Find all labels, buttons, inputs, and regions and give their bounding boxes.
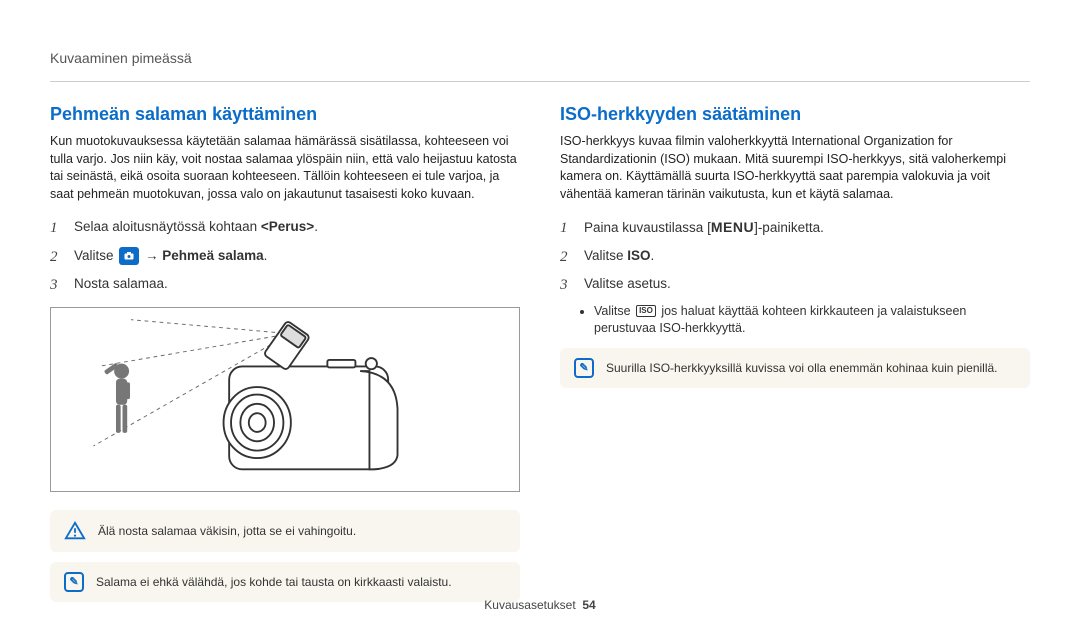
chapter-title: Kuvaaminen pimeässä	[50, 50, 1030, 66]
step-suffix: ]-painiketta.	[754, 220, 824, 235]
footer-section: Kuvausasetukset	[484, 598, 575, 612]
right-column: ISO-herkkyyden säätäminen ISO-herkkyys k…	[560, 104, 1030, 612]
info-icon: ✎	[574, 358, 594, 378]
step-number: 2	[560, 246, 574, 269]
step-r2: 2 Valitse ISO.	[560, 246, 1030, 269]
step-r3: 3 Valitse asetus.	[560, 274, 1030, 297]
right-sublist: Valitse ISO jos haluat käyttää kohteen k…	[594, 303, 1030, 338]
step-3: 3 Nosta salamaa.	[50, 274, 520, 297]
right-steps: 1 Paina kuvaustilassa [MENU]-painiketta.…	[560, 217, 1030, 297]
step-prefix: Paina kuvaustilassa [	[584, 220, 711, 235]
step-number: 2	[50, 246, 64, 269]
step-text: Valitse ISO.	[584, 246, 1030, 266]
step-prefix: Valitse	[584, 248, 627, 263]
left-steps: 1 Selaa aloitusnäytössä kohtaan <Perus>.…	[50, 217, 520, 297]
step-number: 3	[560, 274, 574, 297]
step-suffix: .	[314, 219, 318, 234]
warning-text: Älä nosta salamaa väkisin, jotta se ei v…	[98, 524, 356, 538]
camera-icon	[119, 247, 139, 265]
warning-box: Älä nosta salamaa väkisin, jotta se ei v…	[50, 510, 520, 552]
warning-icon	[64, 520, 86, 542]
step-number: 1	[560, 217, 574, 240]
left-column: Pehmeän salaman käyttäminen Kun muotokuv…	[50, 104, 520, 612]
step-r1: 1 Paina kuvaustilassa [MENU]-painiketta.	[560, 217, 1030, 240]
info-text: Suurilla ISO-herkkyyksillä kuvissa voi o…	[606, 361, 998, 375]
step-number: 3	[50, 274, 64, 297]
right-intro: ISO-herkkyys kuvaa filmin valoherkkyyttä…	[560, 133, 1030, 203]
info-icon: ✎	[64, 572, 84, 592]
step-2: 2 Valitse → Pehmeä salama.	[50, 246, 520, 269]
step-suffix: .	[264, 248, 268, 263]
step-text: Valitse → Pehmeä salama.	[74, 246, 520, 266]
step-suffix: .	[651, 248, 655, 263]
footer-page: 54	[582, 598, 595, 612]
left-intro: Kun muotokuvauksessa käytetään salamaa h…	[50, 133, 520, 203]
step-number: 1	[50, 217, 64, 240]
info-box-right: ✎ Suurilla ISO-herkkyyksillä kuvissa voi…	[560, 348, 1030, 388]
camera-illustration	[50, 307, 520, 492]
header-divider	[50, 81, 1030, 82]
step-prefix: Valitse	[74, 248, 117, 263]
step-1: 1 Selaa aloitusnäytössä kohtaan <Perus>.	[50, 217, 520, 240]
step-text: Valitse asetus.	[584, 274, 1030, 294]
step-bold: ISO	[627, 248, 650, 263]
step-text: Nosta salamaa.	[74, 274, 520, 294]
left-heading: Pehmeän salaman käyttäminen	[50, 104, 520, 125]
menu-label: MENU	[711, 219, 754, 235]
sub-item: Valitse ISO jos haluat käyttää kohteen k…	[594, 303, 1030, 338]
page-footer: Kuvausasetukset 54	[0, 598, 1080, 612]
info-text: Salama ei ehkä välähdä, jos kohde tai ta…	[96, 575, 452, 589]
iso-auto-icon: ISO	[636, 305, 656, 317]
step-bold: Pehmeä salama	[162, 248, 263, 263]
step-bold: <Perus>	[261, 219, 314, 234]
step-prefix: Selaa aloitusnäytössä kohtaan	[74, 219, 261, 234]
content-columns: Pehmeän salaman käyttäminen Kun muotokuv…	[50, 104, 1030, 612]
camera-svg	[70, 315, 501, 483]
step-arrow: →	[141, 248, 162, 263]
step-text: Selaa aloitusnäytössä kohtaan <Perus>.	[74, 217, 520, 237]
step-text: Paina kuvaustilassa [MENU]-painiketta.	[584, 217, 1030, 238]
right-heading: ISO-herkkyyden säätäminen	[560, 104, 1030, 125]
info-box-left: ✎ Salama ei ehkä välähdä, jos kohde tai …	[50, 562, 520, 602]
